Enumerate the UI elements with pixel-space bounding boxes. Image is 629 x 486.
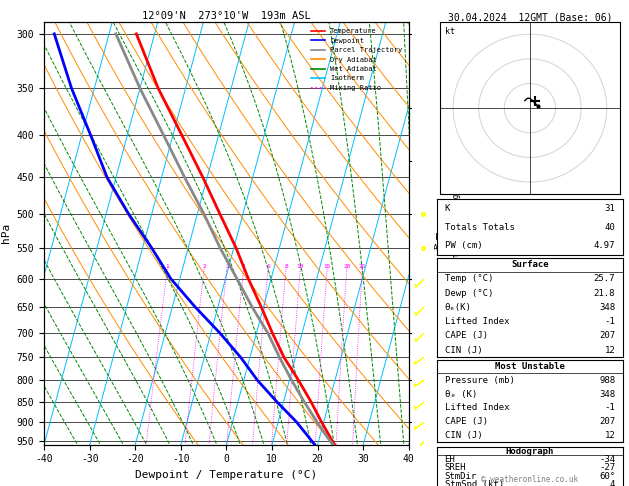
Text: 40: 40 bbox=[604, 223, 615, 232]
Text: StmSpd (kt): StmSpd (kt) bbox=[445, 480, 504, 486]
Text: 6: 6 bbox=[266, 264, 270, 269]
Text: Totals Totals: Totals Totals bbox=[445, 223, 515, 232]
Text: 25: 25 bbox=[359, 264, 366, 269]
Text: 4: 4 bbox=[610, 480, 615, 486]
Text: Surface: Surface bbox=[511, 260, 548, 269]
Text: Dewp (°C): Dewp (°C) bbox=[445, 289, 493, 297]
Text: 10: 10 bbox=[297, 264, 304, 269]
Text: CAPE (J): CAPE (J) bbox=[445, 417, 487, 426]
Title: 12°09'N  273°10'W  193m ASL: 12°09'N 273°10'W 193m ASL bbox=[142, 11, 311, 21]
Text: Most Unstable: Most Unstable bbox=[495, 362, 565, 371]
Text: StmDir: StmDir bbox=[445, 471, 477, 481]
Text: 25.7: 25.7 bbox=[594, 275, 615, 283]
Text: -27: -27 bbox=[599, 463, 615, 472]
Text: LCL: LCL bbox=[438, 436, 453, 446]
Text: 207: 207 bbox=[599, 331, 615, 340]
Text: Hodograph: Hodograph bbox=[506, 447, 554, 456]
Text: -1: -1 bbox=[604, 403, 615, 412]
Text: PW (cm): PW (cm) bbox=[445, 242, 482, 250]
Text: CAPE (J): CAPE (J) bbox=[445, 331, 487, 340]
Text: θₑ (K): θₑ (K) bbox=[445, 390, 477, 399]
Text: -1: -1 bbox=[604, 317, 615, 326]
Legend: Temperature, Dewpoint, Parcel Trajectory, Dry Adiabat, Wet Adiabat, Isotherm, Mi: Temperature, Dewpoint, Parcel Trajectory… bbox=[308, 25, 405, 94]
Text: 988: 988 bbox=[599, 376, 615, 385]
Y-axis label: hPa: hPa bbox=[1, 223, 11, 243]
Text: Lifted Index: Lifted Index bbox=[445, 403, 509, 412]
Text: 31: 31 bbox=[604, 204, 615, 213]
Text: 21.8: 21.8 bbox=[594, 289, 615, 297]
Text: 207: 207 bbox=[599, 417, 615, 426]
Text: K: K bbox=[445, 204, 450, 213]
Text: 348: 348 bbox=[599, 390, 615, 399]
Text: Mixing Ratio (g/kg): Mixing Ratio (g/kg) bbox=[452, 190, 461, 277]
Y-axis label: km
ASL: km ASL bbox=[433, 233, 448, 253]
Text: Pressure (mb): Pressure (mb) bbox=[445, 376, 515, 385]
Text: 3: 3 bbox=[225, 264, 229, 269]
Text: 12: 12 bbox=[604, 431, 615, 440]
Text: CIN (J): CIN (J) bbox=[445, 431, 482, 440]
Text: EH: EH bbox=[445, 455, 455, 464]
Text: SREH: SREH bbox=[445, 463, 466, 472]
Text: 348: 348 bbox=[599, 303, 615, 312]
Text: 30.04.2024  12GMT (Base: 06): 30.04.2024 12GMT (Base: 06) bbox=[448, 12, 612, 22]
Text: 1: 1 bbox=[165, 264, 169, 269]
Text: θₑ(K): θₑ(K) bbox=[445, 303, 472, 312]
Text: 20: 20 bbox=[343, 264, 350, 269]
Text: 8: 8 bbox=[284, 264, 288, 269]
Text: 4: 4 bbox=[242, 264, 246, 269]
Text: 60°: 60° bbox=[599, 471, 615, 481]
X-axis label: Dewpoint / Temperature (°C): Dewpoint / Temperature (°C) bbox=[135, 470, 318, 480]
Text: -34: -34 bbox=[599, 455, 615, 464]
Text: 2: 2 bbox=[203, 264, 206, 269]
Text: 15: 15 bbox=[323, 264, 331, 269]
Text: Temp (°C): Temp (°C) bbox=[445, 275, 493, 283]
Text: CIN (J): CIN (J) bbox=[445, 346, 482, 355]
Text: © weatheronline.co.uk: © weatheronline.co.uk bbox=[481, 474, 579, 484]
Text: 4.97: 4.97 bbox=[594, 242, 615, 250]
Text: kt: kt bbox=[445, 27, 455, 36]
Text: 12: 12 bbox=[604, 346, 615, 355]
Text: Lifted Index: Lifted Index bbox=[445, 317, 509, 326]
